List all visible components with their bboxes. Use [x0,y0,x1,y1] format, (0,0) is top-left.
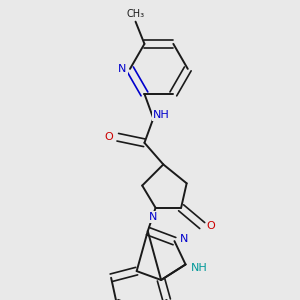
Text: NH: NH [190,263,207,273]
Text: N: N [180,234,189,244]
Text: CH₃: CH₃ [127,9,145,19]
Text: N: N [118,64,126,74]
Text: N: N [149,212,158,222]
Text: NH: NH [153,110,169,120]
Text: O: O [104,132,113,142]
Text: O: O [207,220,215,231]
